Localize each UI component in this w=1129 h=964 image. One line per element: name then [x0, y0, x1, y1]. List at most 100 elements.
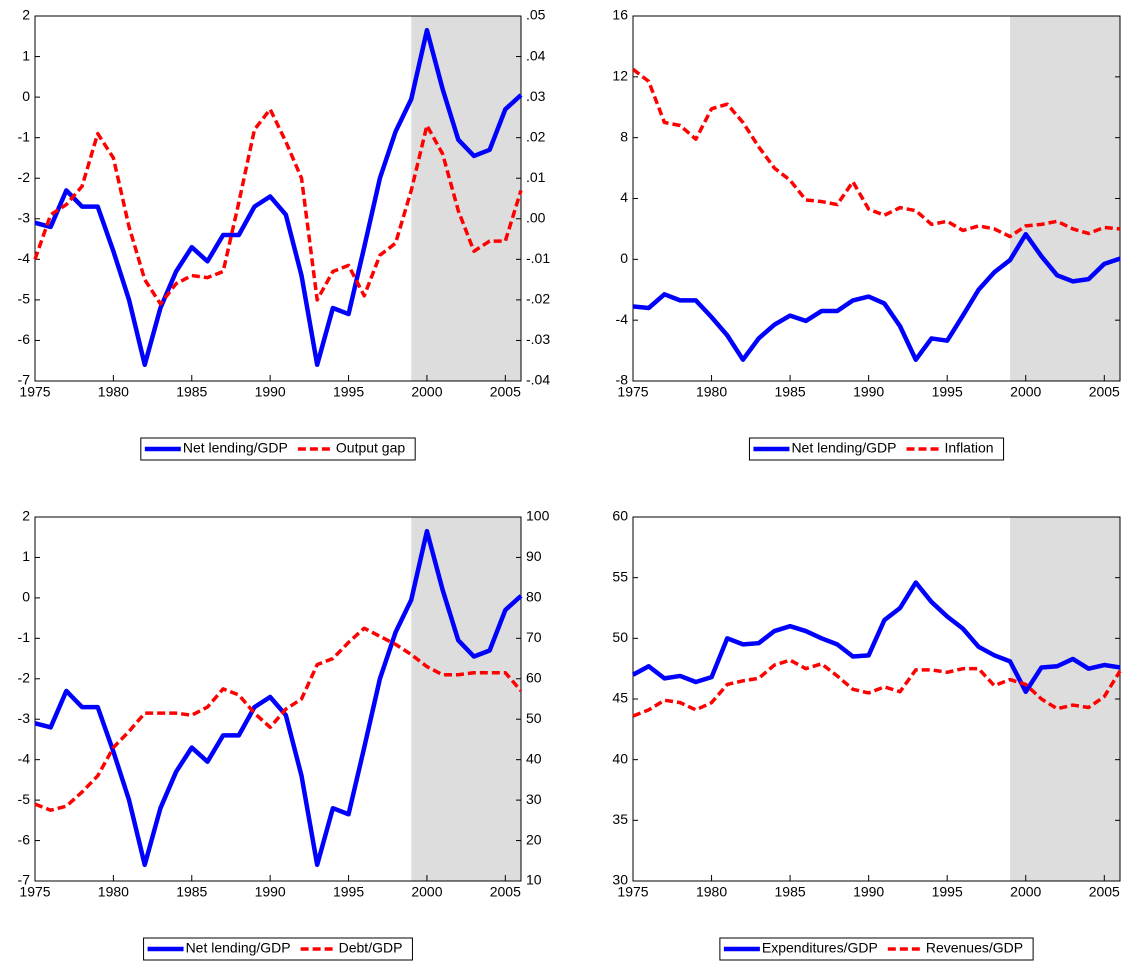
- x-tick-label: 2005: [490, 384, 521, 400]
- series-line: [631, 67, 1121, 239]
- y2-tick-label: -.04: [526, 372, 550, 388]
- y2-tick-label: .00: [526, 209, 546, 225]
- y2-tick-label: 30: [526, 791, 542, 807]
- shaded-region: [411, 16, 521, 381]
- y-tick-label: 2: [22, 508, 30, 524]
- x-tick-label: 1985: [176, 884, 207, 900]
- x-tick-label: 2000: [1010, 384, 1041, 400]
- y-tick-label: 40: [612, 750, 628, 766]
- x-tick-label: 2005: [490, 884, 521, 900]
- y-tick-label: 30: [612, 872, 628, 888]
- x-tick-label: 1990: [255, 884, 286, 900]
- shaded-region: [1010, 517, 1120, 881]
- x-tick-label: 1980: [696, 384, 727, 400]
- legend-label: Inflation: [945, 440, 994, 456]
- y-tick-label: -7: [18, 372, 31, 388]
- x-tick-label: 2000: [1010, 884, 1041, 900]
- legend-label: Expenditures/GDP: [762, 940, 878, 956]
- x-tick-label: 1985: [176, 384, 207, 400]
- legend: Net lending/GDP Debt/GDP: [143, 937, 413, 961]
- panel: -7 -6 -5 -4 -3 -2 -1 0 1 2 -.04 -.03 -.02 -.01 .00 .01.…: [18, 7, 550, 461]
- y-tick-label: -1: [18, 629, 31, 645]
- x-tick-label: 1990: [853, 384, 884, 400]
- y-tick-label: -5: [18, 791, 31, 807]
- x-tick-label: 1975: [19, 884, 50, 900]
- y2-tick-label: 80: [526, 589, 542, 605]
- y-tick-label: 1: [22, 47, 30, 63]
- y-tick-label: 0: [620, 250, 628, 266]
- x-tick-label: 2005: [1089, 884, 1120, 900]
- y-tick-label: -6: [18, 331, 31, 347]
- y2-tick-label: 50: [526, 710, 542, 726]
- y2-tick-label: 90: [526, 548, 542, 564]
- y2-tick-label: 40: [526, 750, 542, 766]
- plot-frame: [34, 15, 522, 382]
- y-tick-label: -5: [18, 291, 31, 307]
- legend-label: Debt/GDP: [339, 940, 403, 956]
- y-tick-label: -4: [18, 750, 31, 766]
- y2-tick-label: .04: [526, 47, 546, 63]
- y-tick-label: -3: [18, 209, 31, 225]
- y-tick-label: -2: [18, 669, 31, 685]
- plot-frame: [34, 516, 522, 882]
- series-line: [33, 107, 523, 306]
- legend: Expenditures/GDP Revenues/GDP: [719, 937, 1034, 961]
- y2-tick-label: 70: [526, 629, 542, 645]
- x-tick-label: 1995: [932, 384, 963, 400]
- x-tick-label: 2000: [411, 384, 442, 400]
- x-tick-label: 1980: [696, 884, 727, 900]
- y2-tick-label: 20: [526, 831, 542, 847]
- x-tick-label: 1995: [333, 884, 364, 900]
- y2-tick-label: -.03: [526, 331, 550, 347]
- x-tick-label: 1990: [255, 384, 286, 400]
- y2-tick-label: 10: [526, 872, 542, 888]
- y-tick-label: 50: [612, 629, 628, 645]
- y-tick-label: 16: [612, 7, 628, 23]
- shaded-region: [411, 517, 521, 881]
- y-tick-label: -4: [18, 250, 31, 266]
- y-tick-label: 35: [612, 811, 628, 827]
- x-tick-label: 1975: [617, 884, 648, 900]
- panel: -8 -4 0 4 8 12 16 1975 1980 1985 1990 1995 2000 2005 N…: [612, 7, 1121, 461]
- x-tick-label: 1980: [98, 384, 129, 400]
- x-tick-label: 1995: [932, 884, 963, 900]
- y-tick-label: 2: [22, 7, 30, 23]
- y2-tick-label: -.02: [526, 291, 550, 307]
- legend-label: Net lending/GDP: [186, 940, 291, 956]
- x-tick-label: 1990: [853, 884, 884, 900]
- legend-label: Net lending/GDP: [791, 440, 896, 456]
- y2-tick-label: .03: [526, 88, 546, 104]
- x-tick-label: 1985: [775, 384, 806, 400]
- x-tick-label: 1975: [617, 384, 648, 400]
- series-line: [34, 528, 523, 868]
- panel: 30 35 40 45 50 55 60 1975 1980 1985 1990 1995 2000 20…: [612, 508, 1122, 961]
- series-line: [632, 231, 1121, 362]
- legend-frame: [143, 937, 413, 961]
- x-tick-label: 2000: [411, 884, 442, 900]
- x-tick-label: 1975: [19, 384, 50, 400]
- legend-label: Output gap: [336, 440, 405, 456]
- series-line: [631, 580, 1121, 694]
- y-tick-label: -7: [18, 872, 31, 888]
- y-tick-label: -8: [616, 372, 629, 388]
- y2-tick-label: .01: [526, 169, 546, 185]
- y2-tick-label: .02: [526, 128, 546, 144]
- x-tick-label: 1980: [98, 884, 129, 900]
- y-tick-label: -6: [18, 831, 31, 847]
- legend: Net lending/GDP Inflation: [748, 437, 1005, 461]
- shaded-region: [1010, 16, 1120, 381]
- y-tick-label: 55: [612, 568, 628, 584]
- y2-tick-label: 100: [526, 508, 550, 524]
- y-tick-label: 8: [620, 128, 628, 144]
- legend-label: Revenues/GDP: [926, 940, 1023, 956]
- y-tick-label: 45: [612, 690, 628, 706]
- y-tick-label: -4: [616, 311, 629, 327]
- x-tick-label: 1985: [775, 884, 806, 900]
- series-line: [632, 658, 1122, 718]
- y2-tick-label: .05: [526, 7, 546, 23]
- y-tick-label: 4: [620, 189, 628, 205]
- legend-label: Net lending/GDP: [183, 440, 288, 456]
- legend-frame: [140, 437, 416, 461]
- y2-tick-label: 60: [526, 669, 542, 685]
